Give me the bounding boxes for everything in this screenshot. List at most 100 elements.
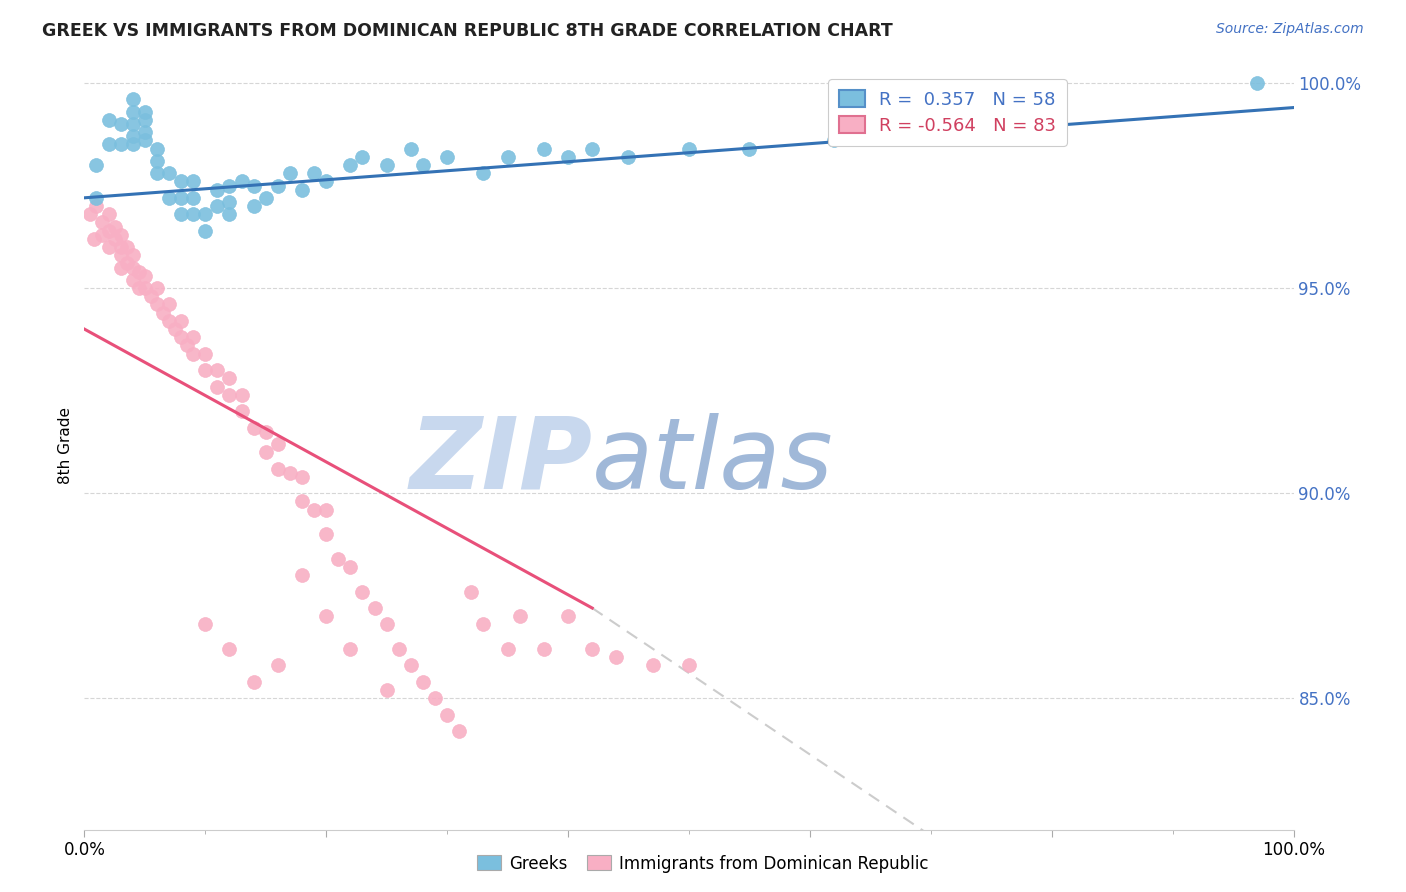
Point [388, 642, 411, 657]
Point [291, 183, 314, 197]
Point [146, 297, 169, 311]
Point [315, 527, 337, 541]
Point [1246, 76, 1268, 90]
Point [170, 207, 193, 221]
Point [339, 158, 361, 172]
Point [218, 207, 240, 221]
Point [86, 199, 108, 213]
Point [121, 260, 143, 275]
Point [231, 174, 253, 188]
Legend: R =  0.357   N = 58, R = -0.564   N = 83: R = 0.357 N = 58, R = -0.564 N = 83 [828, 79, 1067, 145]
Point [449, 724, 471, 739]
Point [436, 707, 458, 722]
Point [423, 691, 446, 706]
Point [121, 92, 143, 106]
Point [121, 137, 143, 152]
Point [194, 207, 217, 221]
Point [254, 191, 277, 205]
Point [181, 347, 204, 361]
Point [641, 658, 664, 673]
Point [460, 584, 482, 599]
Point [104, 219, 127, 234]
Point [375, 683, 398, 698]
Point [557, 609, 579, 624]
Point [509, 609, 531, 624]
Y-axis label: 8th Grade: 8th Grade [58, 408, 73, 484]
Point [170, 174, 193, 188]
Point [121, 248, 143, 262]
Point [79, 207, 101, 221]
Point [181, 174, 204, 188]
Point [157, 191, 180, 205]
Point [242, 420, 264, 434]
Point [315, 502, 337, 516]
Point [231, 388, 253, 402]
Point [207, 363, 229, 377]
Point [339, 560, 361, 574]
Point [139, 289, 162, 303]
Point [254, 445, 277, 459]
Point [121, 273, 143, 287]
Point [134, 112, 156, 127]
Point [496, 642, 519, 657]
Point [97, 112, 120, 127]
Point [412, 158, 434, 172]
Point [738, 142, 761, 156]
Point [278, 466, 301, 480]
Point [115, 240, 138, 254]
Point [678, 658, 700, 673]
Point [91, 227, 114, 242]
Text: Source: ZipAtlas.com: Source: ZipAtlas.com [1216, 22, 1364, 37]
Point [157, 297, 180, 311]
Point [375, 158, 398, 172]
Point [218, 194, 240, 209]
Point [121, 104, 143, 119]
Point [128, 265, 150, 279]
Point [472, 617, 495, 632]
Point [181, 191, 204, 205]
Point [86, 158, 108, 172]
Point [339, 642, 361, 657]
Point [302, 166, 325, 180]
Point [823, 133, 845, 147]
Point [291, 494, 314, 508]
Point [134, 281, 156, 295]
Point [207, 183, 229, 197]
Point [181, 207, 204, 221]
Point [110, 260, 132, 275]
Point [375, 617, 398, 632]
Text: ZIP: ZIP [409, 413, 592, 510]
Point [363, 601, 385, 615]
Point [134, 104, 156, 119]
Point [194, 347, 217, 361]
Point [97, 137, 120, 152]
Point [170, 330, 193, 344]
Point [170, 191, 193, 205]
Point [399, 658, 422, 673]
Point [242, 178, 264, 193]
Point [181, 330, 204, 344]
Point [267, 437, 290, 451]
Point [97, 207, 120, 221]
Point [128, 281, 150, 295]
Point [134, 125, 156, 139]
Point [678, 142, 700, 156]
Point [194, 617, 217, 632]
Point [134, 133, 156, 147]
Point [194, 363, 217, 377]
Point [207, 199, 229, 213]
Point [242, 199, 264, 213]
Point [121, 129, 143, 144]
Point [97, 240, 120, 254]
Point [267, 658, 290, 673]
Point [170, 314, 193, 328]
Point [152, 306, 174, 320]
Point [291, 469, 314, 483]
Point [302, 502, 325, 516]
Point [165, 322, 187, 336]
Point [605, 650, 627, 665]
Point [581, 642, 603, 657]
Point [218, 388, 240, 402]
Point [581, 142, 603, 156]
Point [278, 166, 301, 180]
